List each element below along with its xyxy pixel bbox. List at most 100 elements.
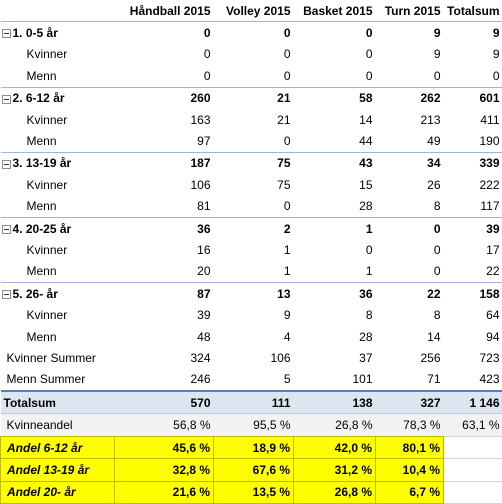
value-cell[interactable]: 8 bbox=[294, 304, 376, 325]
value-cell[interactable]: 20 bbox=[115, 261, 214, 283]
value-cell[interactable]: 0 bbox=[376, 239, 444, 260]
value-cell[interactable]: 28 bbox=[294, 326, 376, 347]
value-cell[interactable]: 163 bbox=[115, 109, 214, 130]
value-cell[interactable]: 22 bbox=[376, 283, 444, 305]
value-cell[interactable]: 26,8 % bbox=[294, 414, 376, 436]
value-cell[interactable]: 16 bbox=[115, 239, 214, 260]
value-cell[interactable]: 0 bbox=[294, 239, 376, 260]
row-label[interactable]: Andel 13-19 år bbox=[1, 459, 115, 481]
value-cell[interactable]: 0 bbox=[376, 65, 444, 87]
value-cell[interactable]: 0 bbox=[115, 65, 214, 87]
value-cell[interactable]: 187 bbox=[115, 152, 214, 174]
value-cell[interactable]: 1 bbox=[214, 239, 294, 260]
row-label[interactable]: Menn Summer bbox=[1, 369, 115, 391]
collapse-toggle-icon[interactable] bbox=[2, 225, 11, 234]
value-cell[interactable]: 213 bbox=[376, 109, 444, 130]
value-cell[interactable]: 0 bbox=[214, 22, 294, 44]
value-cell[interactable]: 106 bbox=[214, 347, 294, 368]
row-label[interactable]: Totalsum bbox=[1, 391, 115, 414]
value-cell[interactable]: 80,1 % bbox=[376, 436, 444, 458]
value-cell[interactable]: 81 bbox=[115, 196, 214, 218]
value-cell[interactable]: 71 bbox=[376, 369, 444, 391]
column-header-totalsum[interactable]: Totalsum bbox=[444, 0, 502, 22]
column-header-basket[interactable]: Basket 2015 bbox=[294, 0, 376, 22]
value-cell[interactable]: 21 bbox=[214, 109, 294, 130]
value-cell[interactable]: 17 bbox=[444, 239, 502, 260]
value-cell[interactable]: 8 bbox=[376, 196, 444, 218]
value-cell[interactable]: 36 bbox=[294, 283, 376, 305]
column-header-volley[interactable]: Volley 2015 bbox=[214, 0, 294, 22]
row-label[interactable]: Kvinner bbox=[1, 109, 115, 130]
value-cell[interactable]: 601 bbox=[444, 87, 502, 109]
value-cell[interactable]: 43 bbox=[294, 152, 376, 174]
empty-cell[interactable] bbox=[444, 436, 502, 458]
value-cell[interactable]: 37 bbox=[294, 347, 376, 368]
value-cell[interactable]: 26,8 % bbox=[294, 481, 376, 503]
column-header-turn[interactable]: Turn 2015 bbox=[376, 0, 444, 22]
value-cell[interactable]: 0 bbox=[214, 44, 294, 65]
value-cell[interactable]: 9 bbox=[376, 44, 444, 65]
value-cell[interactable]: 9 bbox=[444, 44, 502, 65]
value-cell[interactable]: 28 bbox=[294, 196, 376, 218]
value-cell[interactable]: 4 bbox=[214, 326, 294, 347]
value-cell[interactable]: 36 bbox=[115, 217, 214, 239]
value-cell[interactable]: 9 bbox=[376, 22, 444, 44]
value-cell[interactable]: 31,2 % bbox=[294, 459, 376, 481]
row-label[interactable]: Kvinneandel bbox=[1, 414, 115, 436]
value-cell[interactable]: 58 bbox=[294, 87, 376, 109]
collapse-toggle-icon[interactable] bbox=[2, 95, 11, 104]
value-cell[interactable]: 97 bbox=[115, 130, 214, 152]
value-cell[interactable]: 2 bbox=[214, 217, 294, 239]
value-cell[interactable]: 63,1 % bbox=[444, 414, 502, 436]
value-cell[interactable]: 111 bbox=[214, 391, 294, 414]
value-cell[interactable]: 0 bbox=[214, 130, 294, 152]
row-label[interactable]: Kvinner bbox=[1, 239, 115, 260]
row-label[interactable]: Menn bbox=[1, 130, 115, 152]
row-label[interactable]: Kvinner bbox=[1, 304, 115, 325]
value-cell[interactable]: 75 bbox=[214, 152, 294, 174]
value-cell[interactable]: 18,9 % bbox=[214, 436, 294, 458]
row-label[interactable]: Andel 20- år bbox=[1, 481, 115, 503]
value-cell[interactable]: 67,6 % bbox=[214, 459, 294, 481]
value-cell[interactable]: 1 bbox=[294, 217, 376, 239]
value-cell[interactable]: 256 bbox=[376, 347, 444, 368]
value-cell[interactable]: 0 bbox=[294, 22, 376, 44]
value-cell[interactable]: 42,0 % bbox=[294, 436, 376, 458]
row-label[interactable]: Menn bbox=[1, 196, 115, 218]
empty-cell[interactable] bbox=[444, 459, 502, 481]
row-label[interactable]: Menn bbox=[1, 261, 115, 283]
value-cell[interactable]: 0 bbox=[294, 65, 376, 87]
collapse-toggle-icon[interactable] bbox=[2, 290, 11, 299]
value-cell[interactable]: 32,8 % bbox=[115, 459, 214, 481]
value-cell[interactable]: 190 bbox=[444, 130, 502, 152]
empty-cell[interactable] bbox=[444, 481, 502, 503]
value-cell[interactable]: 56,8 % bbox=[115, 414, 214, 436]
value-cell[interactable]: 48 bbox=[115, 326, 214, 347]
row-label[interactable]: Andel 6-12 år bbox=[1, 436, 115, 458]
row-label[interactable]: 1. 0-5 år bbox=[1, 22, 115, 44]
value-cell[interactable]: 21,6 % bbox=[115, 481, 214, 503]
value-cell[interactable]: 260 bbox=[115, 87, 214, 109]
value-cell[interactable]: 8 bbox=[376, 304, 444, 325]
value-cell[interactable]: 39 bbox=[444, 217, 502, 239]
value-cell[interactable]: 117 bbox=[444, 196, 502, 218]
value-cell[interactable]: 14 bbox=[294, 109, 376, 130]
value-cell[interactable]: 5 bbox=[214, 369, 294, 391]
value-cell[interactable]: 21 bbox=[214, 87, 294, 109]
row-label[interactable]: 2. 6-12 år bbox=[1, 87, 115, 109]
value-cell[interactable]: 44 bbox=[294, 130, 376, 152]
value-cell[interactable]: 0 bbox=[294, 44, 376, 65]
value-cell[interactable]: 158 bbox=[444, 283, 502, 305]
value-cell[interactable]: 34 bbox=[376, 152, 444, 174]
value-cell[interactable]: 64 bbox=[444, 304, 502, 325]
value-cell[interactable]: 10,4 % bbox=[376, 459, 444, 481]
row-label[interactable]: Menn bbox=[1, 65, 115, 87]
value-cell[interactable]: 9 bbox=[444, 22, 502, 44]
value-cell[interactable]: 138 bbox=[294, 391, 376, 414]
value-cell[interactable]: 14 bbox=[376, 326, 444, 347]
row-label[interactable]: Kvinner Summer bbox=[1, 347, 115, 368]
value-cell[interactable]: 13 bbox=[214, 283, 294, 305]
value-cell[interactable]: 22 bbox=[444, 261, 502, 283]
value-cell[interactable]: 13,5 % bbox=[214, 481, 294, 503]
row-label[interactable]: 3. 13-19 år bbox=[1, 152, 115, 174]
